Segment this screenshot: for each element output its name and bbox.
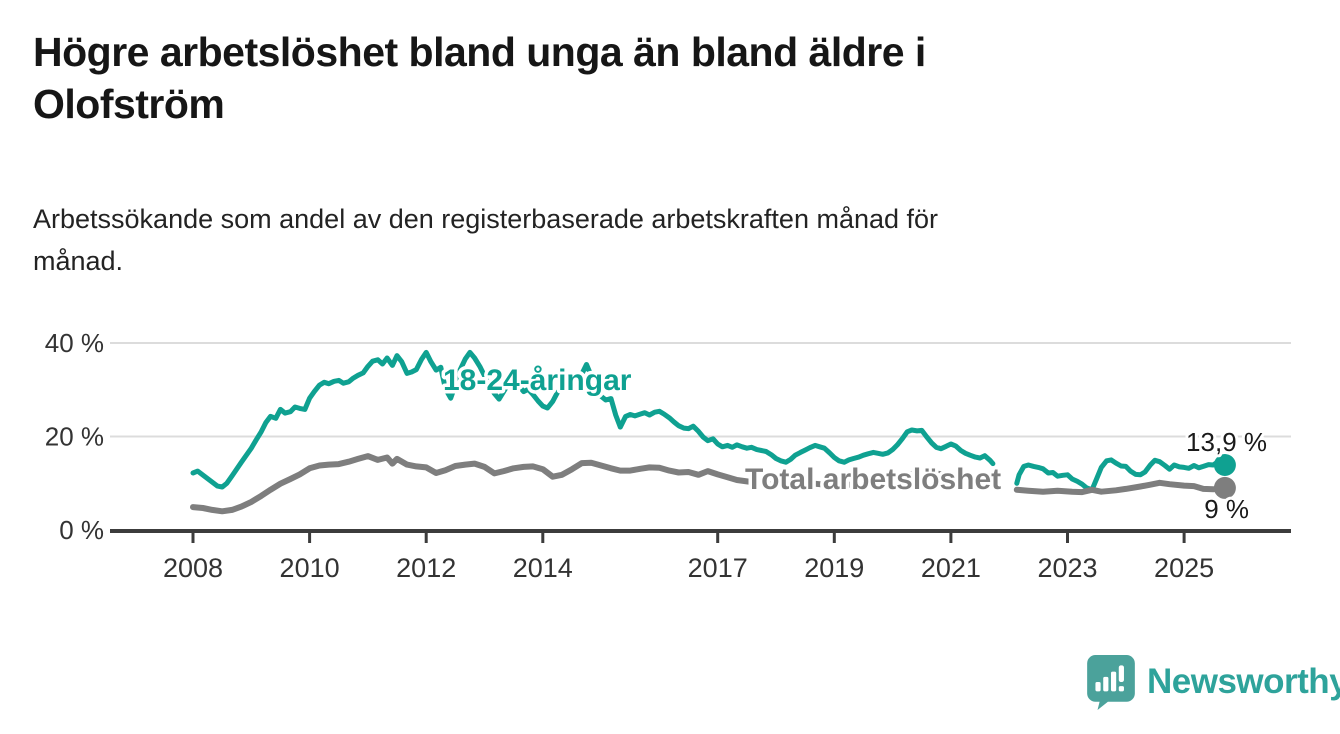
page-title: Högre arbetslöshet bland unga än bland ä… (33, 29, 926, 127)
x-axis-ticks: 2008 2010 2012 2014 2017 2019 2021 2023 2025 (163, 531, 1214, 583)
series-line-youth-segment-2 (1014, 457, 1228, 493)
series-line-total-segment-2 (1013, 479, 1228, 496)
gridlines (110, 342, 1291, 438)
newsworthy-logo-icon (1087, 655, 1135, 710)
x-tick-label-2017: 2017 (688, 553, 748, 583)
y-tick-label-0: 0 % (59, 515, 104, 545)
exclamation-dot (1118, 686, 1124, 692)
x-tick-label-2008: 2008 (163, 553, 223, 583)
x-tick-label-2012: 2012 (396, 553, 456, 583)
newsworthy-branding: Newsworthy (1086, 654, 1340, 710)
end-value-label-youth: 13,9 % (1186, 427, 1267, 457)
x-tick-label-2025: 2025 (1154, 553, 1214, 583)
x-tick-label-2010: 2010 (280, 553, 340, 583)
series-lines (190, 349, 1228, 515)
exclamation-bar (1118, 665, 1124, 682)
series-line-youth-segment-1 (190, 349, 996, 490)
x-tick-label-2014: 2014 (513, 553, 573, 583)
page-subtitle: Arbetssökande som andel av den registerb… (33, 204, 939, 276)
end-dot-total (1213, 476, 1236, 499)
series-end-dots (1213, 454, 1236, 499)
bar-large (1111, 671, 1117, 692)
y-axis-labels: 0 % 20 % 40 % (45, 328, 104, 545)
series-label-total: Total arbetslöshet (745, 463, 1001, 496)
newsworthy-wordmark: Newsworthy (1147, 662, 1340, 701)
x-tick-label-2019: 2019 (804, 553, 864, 583)
y-tick-label-40: 40 % (45, 328, 104, 358)
end-dot-youth (1213, 454, 1236, 476)
bar-medium (1103, 676, 1109, 692)
x-tick-label-2021: 2021 (921, 553, 981, 583)
bar-small (1095, 682, 1101, 692)
x-tick-label-2023: 2023 (1037, 553, 1097, 583)
end-value-label-total: 9 % (1204, 494, 1249, 524)
series-line-total-segment-1 (190, 453, 996, 515)
series-label-youth: 18-24-åringar (443, 364, 632, 397)
y-tick-label-20: 20 % (45, 422, 104, 452)
